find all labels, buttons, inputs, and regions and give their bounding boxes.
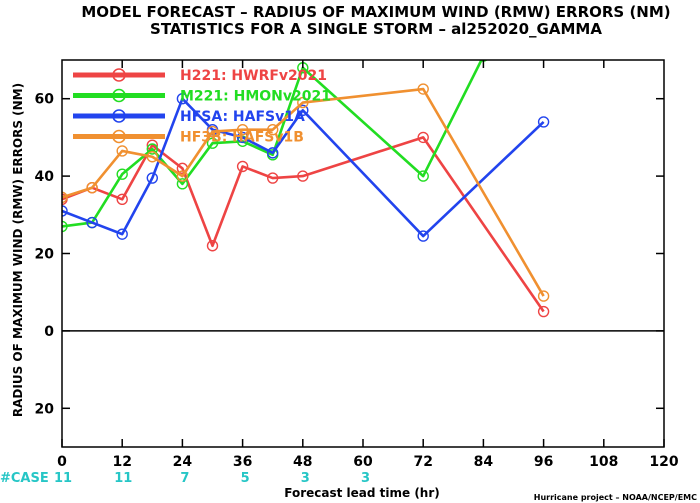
data-point [146,172,159,184]
case-count: 11 [114,471,132,486]
case-count: 3 [301,471,310,486]
data-point [86,216,98,229]
data-point [206,240,219,252]
data-point [267,123,279,136]
data-point [62,220,68,233]
case-count: 3 [361,471,370,486]
data-point [116,168,128,180]
data-point [417,131,429,144]
x-tick-label: 24 [173,454,193,470]
series-lines [62,60,550,318]
data-point [297,96,309,109]
case-count: 7 [180,471,189,486]
x-axis-label: Forecast lead time (hr) [284,486,440,500]
data-point [236,160,249,173]
case-counts: 11 11 7 5 3 3 [54,471,370,486]
y-tick-label: 60 [35,92,55,108]
series-line-1 [62,60,483,228]
series-line-0 [62,136,545,313]
legend-entry: HF3B: HAFSv1B [180,130,304,146]
x-tick-label: 60 [353,454,373,470]
data-point [206,125,219,138]
case-count-label: #CASE [0,471,49,486]
data-point [537,290,550,302]
data-point [62,191,68,204]
legend-entry: HFSA: HAFSv1A [180,109,305,125]
data-point [176,92,189,105]
data-point [116,145,128,157]
data-point [176,170,189,182]
x-tick-label: 72 [413,454,432,470]
x-tick-label: 120 [649,454,678,470]
data-point [417,230,429,242]
series-line-2 [62,97,545,238]
y-tick-label: 40 [35,169,55,185]
y-tick-label: 20 [35,401,55,417]
series-line-3 [62,87,545,297]
y-tick-label: 0 [44,324,54,340]
data-point [116,228,128,240]
y-axis-label: RADIUS OF MAXIMUM WIND (RMW) ERRORS (NM) [11,83,25,417]
x-tick-label: 12 [112,454,131,470]
x-tick-label: 0 [57,454,67,470]
data-point [417,83,429,95]
chart-title: MODEL FORECAST – RADIUS OF MAXIMUM WIND … [81,3,670,21]
data-point [62,205,68,217]
data-point [146,151,159,163]
legend-entry: H221: HWRFv2021 [180,68,327,84]
data-point [146,143,159,155]
x-tick-label: 84 [474,454,494,470]
data-point [537,116,550,128]
x-tick-label: 36 [233,454,252,470]
credit-text: Hurricane project – NOAA/NCEP/EMC [534,493,697,502]
data-point [537,305,550,318]
data-point [116,193,128,206]
data-point [236,131,249,144]
data-point [267,172,279,184]
legend-marker [112,109,126,123]
x-tick-label: 96 [534,454,553,470]
legend-marker [112,68,126,82]
data-point [267,147,279,159]
legend: H221: HWRFv2021 M221: HMONv2021 HFSA: HAFS… [73,68,331,146]
x-tick-label: 48 [293,454,312,470]
data-point [206,137,219,149]
data-point [236,123,249,136]
legend-marker [112,129,126,144]
data-point [176,178,189,190]
y-tick-label: 20 [35,247,55,263]
data-point [86,182,98,194]
legend-marker [112,88,126,103]
x-tick-label: 108 [589,454,618,470]
data-point [297,104,309,117]
legend-entry: M221: HMONv2021 [180,89,331,105]
data-point [417,170,429,182]
case-count: 5 [241,471,250,486]
data-point [297,170,309,182]
chart-subtitle: STATISTICS FOR A SINGLE STORM – al252020… [150,20,602,38]
axis-ticks: 0 12 24 36 48 60 72 84 96 108 120 20 0 20 40 60 [35,60,679,470]
case-count: 11 [54,471,72,486]
